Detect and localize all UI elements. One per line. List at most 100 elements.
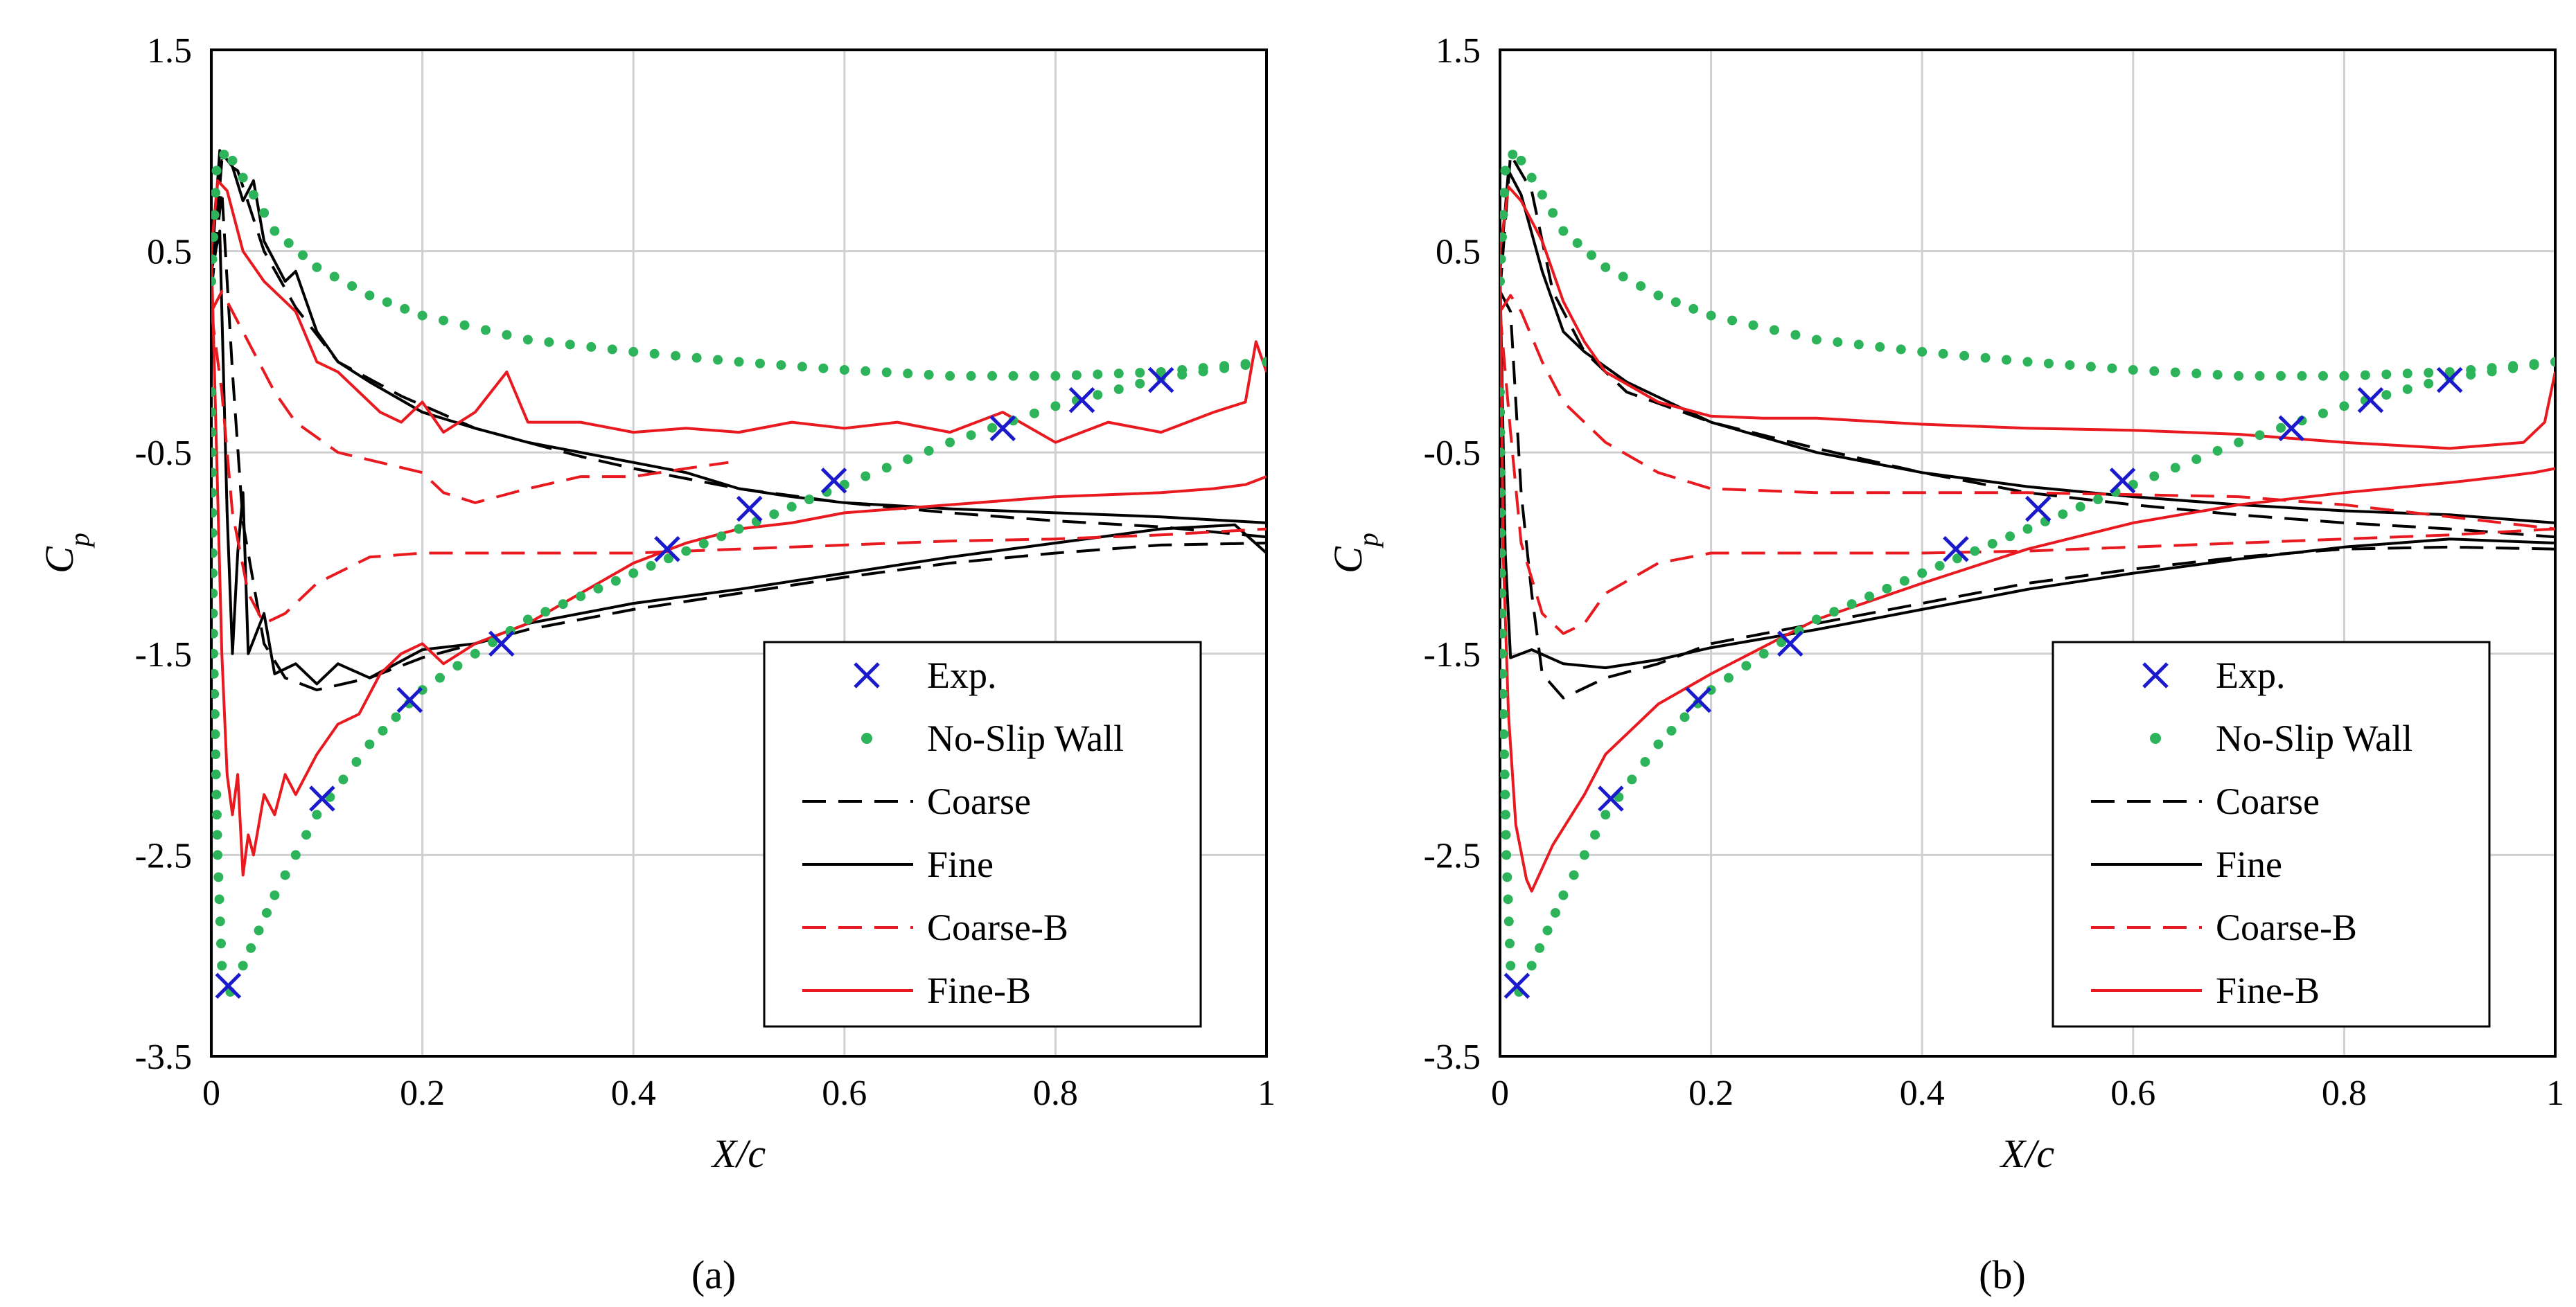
legend-label-coarse: Coarse <box>927 781 1031 822</box>
x-tick-label: 0.4 <box>611 1074 656 1113</box>
noslip-dot <box>312 810 322 820</box>
series-coarse-lower <box>1500 290 2555 700</box>
noslip-dot <box>1500 188 1510 198</box>
noslip-dot <box>1501 830 1511 840</box>
y-tick-label: 0.5 <box>1436 233 1481 272</box>
noslip-dot <box>1917 346 1927 357</box>
noslip-dot <box>2381 369 2392 380</box>
noslip-dot <box>881 367 892 377</box>
noslip-dot <box>2022 357 2033 367</box>
noslip-dot <box>1586 250 1596 260</box>
noslip-dot <box>211 688 220 699</box>
noslip-dot <box>1500 628 1507 639</box>
panel-label: (b) <box>1979 1252 2026 1297</box>
noslip-dot <box>329 272 339 282</box>
noslip-dot <box>480 325 491 335</box>
noslip-dot <box>818 363 829 373</box>
noslip-dot <box>254 925 264 936</box>
noslip-dot <box>2022 524 2033 534</box>
noslip-dot <box>312 262 322 272</box>
exp-marker <box>1685 686 1712 713</box>
noslip-dot <box>663 553 673 564</box>
noslip-dot <box>347 281 358 291</box>
noslip-dot <box>378 725 388 736</box>
exp-marker <box>654 535 680 562</box>
noslip-dot <box>1500 254 1506 265</box>
noslip-dot <box>1093 390 1103 400</box>
noslip-dot <box>1618 272 1628 282</box>
noslip-dot <box>1727 315 1738 326</box>
noslip-dot <box>2360 370 2370 380</box>
noslip-dot <box>1093 369 1103 380</box>
noslip-dot <box>628 346 639 357</box>
noslip-dot <box>213 850 223 860</box>
noslip-dot <box>217 961 227 971</box>
noslip-dot <box>1758 648 1769 659</box>
noslip-dot <box>2002 355 2012 365</box>
noslip-dot <box>211 628 218 639</box>
series-fineB-lower <box>1500 251 2555 893</box>
exp-marker <box>2109 468 2136 494</box>
noslip-dot <box>1980 353 1991 363</box>
noslip-dot <box>2058 509 2068 519</box>
noslip-dot <box>586 341 597 352</box>
noslip-dot <box>903 368 913 379</box>
exp-marker <box>2357 386 2384 414</box>
y-axis-label: Cp <box>1325 533 1384 574</box>
noslip-dot <box>1500 688 1508 699</box>
noslip-dot <box>1505 939 1515 949</box>
noslip-dot <box>671 350 681 361</box>
noslip-dot <box>211 447 217 458</box>
noslip-dot <box>2212 445 2223 456</box>
noslip-dot <box>610 576 621 586</box>
noslip-dot <box>1113 384 1124 394</box>
exp-marker <box>736 495 763 522</box>
noslip-dot <box>2424 378 2434 389</box>
noslip-dot <box>1959 350 1970 361</box>
noslip-dot <box>1508 150 1518 160</box>
noslip-dot <box>211 608 218 619</box>
legend-noslip-dot <box>2150 733 2161 744</box>
noslip-dot <box>2339 401 2349 411</box>
noslip-dot <box>1500 810 1510 820</box>
legend-label-fine: Fine <box>927 844 994 885</box>
chart-panel-a: 0 0.2 0.4 0.6 0.8 1 1.5 0.5 -0.5 -1.5 -2.5 -3.5 X/c C… <box>37 31 1276 1297</box>
noslip-dot <box>755 358 765 368</box>
noslip-dot <box>2529 360 2539 371</box>
y-axis-label: Cp <box>37 533 95 574</box>
noslip-dot <box>215 916 225 927</box>
noslip-dot <box>1748 320 1758 330</box>
exp-marker <box>1147 366 1174 393</box>
noslip-dot <box>213 872 224 882</box>
noslip-dot <box>2550 357 2555 367</box>
exp-marker <box>1777 630 1803 657</box>
noslip-dot <box>1500 568 1507 578</box>
noslip-dot <box>1503 916 1514 927</box>
noslip-dot <box>2318 371 2328 381</box>
noslip-dot <box>593 583 603 594</box>
x-tick-label: 1 <box>1258 1074 1276 1113</box>
legend-label-coarseB: Coarse-B <box>927 907 1068 948</box>
noslip-dot <box>1500 528 1506 538</box>
noslip-dot <box>1500 770 1510 780</box>
noslip-dot <box>713 355 723 365</box>
noslip-dot <box>214 894 224 905</box>
noslip-dot <box>1500 166 1510 176</box>
noslip-dot <box>2487 366 2497 377</box>
x-axis-label: X/c <box>711 1131 766 1176</box>
legend-label-fineB: Fine-B <box>2216 970 2320 1011</box>
noslip-dot <box>2276 423 2286 433</box>
noslip-dot <box>216 939 227 949</box>
noslip-dot <box>2085 362 2096 372</box>
noslip-dot <box>1653 290 1664 301</box>
legend: Exp. No-Slip Wall Coarse Fine Coarse-B Fine-B <box>2052 641 2491 1028</box>
noslip-dot <box>211 387 216 398</box>
series-coarse-lower <box>211 189 1267 692</box>
noslip-dot <box>211 648 219 659</box>
y-tick-label: 1.5 <box>147 31 192 71</box>
noslip-dot <box>1240 360 1251 371</box>
noslip-dot <box>1723 673 1733 683</box>
noslip-dot <box>776 360 786 371</box>
noslip-dot <box>1829 607 1840 617</box>
